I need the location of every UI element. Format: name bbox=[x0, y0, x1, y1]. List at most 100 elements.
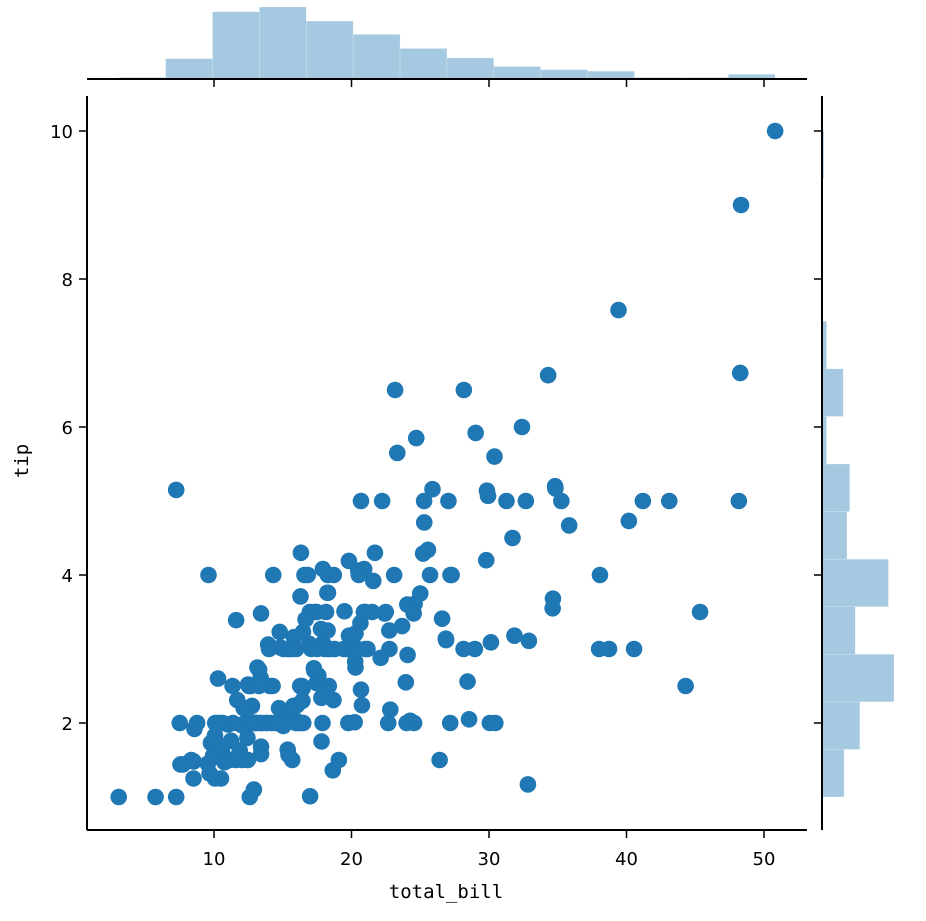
data-point bbox=[388, 444, 406, 462]
x-tick-label: 30 bbox=[478, 849, 501, 870]
data-point bbox=[305, 659, 323, 677]
scatter-points bbox=[110, 122, 784, 806]
data-point bbox=[209, 670, 227, 687]
data-point bbox=[504, 529, 521, 547]
data-point bbox=[206, 770, 224, 787]
data-point bbox=[691, 603, 709, 621]
data-point bbox=[386, 381, 404, 399]
data-point bbox=[324, 762, 342, 779]
histogram-bar bbox=[446, 57, 495, 80]
data-point bbox=[376, 605, 394, 622]
data-point bbox=[319, 584, 336, 602]
data-point bbox=[206, 714, 224, 732]
data-point bbox=[352, 492, 370, 510]
data-point bbox=[519, 776, 537, 793]
data-point bbox=[250, 661, 268, 679]
data-point bbox=[421, 566, 439, 584]
x-tick-label: 10 bbox=[203, 849, 226, 870]
data-point bbox=[610, 301, 627, 319]
data-point bbox=[317, 603, 335, 621]
data-point bbox=[397, 674, 415, 691]
data-point bbox=[766, 122, 784, 140]
data-point bbox=[252, 605, 270, 622]
marginal-y-histogram bbox=[814, 96, 895, 830]
histogram-bar bbox=[821, 368, 844, 417]
data-point bbox=[381, 701, 399, 718]
histogram-bar bbox=[821, 654, 895, 703]
data-point bbox=[349, 640, 366, 658]
axes: 10 20 30 40 50 2 4 6 8 10 bbox=[50, 96, 807, 870]
marginal-x-histogram bbox=[87, 6, 807, 87]
data-point bbox=[677, 677, 694, 695]
data-point bbox=[325, 566, 343, 584]
data-point bbox=[385, 566, 403, 584]
data-point bbox=[486, 448, 503, 465]
data-point bbox=[539, 366, 557, 384]
y-tick-label: 8 bbox=[62, 270, 73, 291]
data-point bbox=[399, 646, 416, 664]
data-point bbox=[660, 492, 678, 510]
data-point bbox=[264, 566, 282, 584]
y-tick-label: 2 bbox=[62, 714, 73, 735]
data-point bbox=[513, 418, 531, 436]
histogram-bar bbox=[493, 66, 541, 80]
data-point bbox=[283, 751, 301, 769]
data-point bbox=[224, 677, 241, 695]
data-point bbox=[366, 544, 384, 562]
x-tick-label: 50 bbox=[753, 849, 776, 870]
data-point bbox=[260, 640, 278, 658]
data-point bbox=[292, 544, 310, 562]
histogram-bar bbox=[399, 48, 448, 80]
histogram-bar bbox=[212, 11, 260, 80]
x-tick-label: 40 bbox=[615, 849, 638, 870]
data-point bbox=[732, 196, 750, 214]
data-point bbox=[414, 545, 432, 562]
data-point bbox=[291, 677, 309, 695]
data-point bbox=[600, 640, 618, 658]
data-point bbox=[405, 605, 422, 622]
histogram-bar bbox=[821, 511, 848, 560]
data-point bbox=[313, 733, 330, 750]
data-point bbox=[424, 480, 441, 498]
data-point bbox=[167, 481, 185, 499]
data-point bbox=[325, 691, 342, 709]
data-point bbox=[553, 492, 570, 510]
x-tick-label: 20 bbox=[340, 849, 363, 870]
x-axis-label: total_bill bbox=[389, 881, 503, 903]
data-point bbox=[314, 714, 331, 732]
data-point bbox=[186, 720, 203, 738]
data-point bbox=[340, 714, 357, 732]
data-point bbox=[411, 585, 429, 602]
data-point bbox=[271, 623, 289, 641]
data-point bbox=[730, 492, 748, 510]
data-point bbox=[241, 788, 259, 806]
histogram-bar bbox=[821, 606, 856, 655]
data-point bbox=[227, 611, 245, 629]
data-point bbox=[319, 622, 336, 639]
data-point bbox=[560, 517, 578, 534]
histogram-bar bbox=[540, 69, 588, 80]
data-point bbox=[174, 756, 192, 773]
data-point bbox=[353, 696, 371, 714]
data-point bbox=[372, 649, 389, 667]
data-point bbox=[433, 610, 451, 627]
data-point bbox=[547, 480, 564, 497]
data-point bbox=[355, 603, 373, 621]
data-point bbox=[467, 424, 484, 442]
data-point bbox=[431, 751, 448, 769]
data-point bbox=[281, 713, 298, 730]
data-point bbox=[478, 482, 496, 499]
data-point bbox=[381, 622, 398, 639]
data-point bbox=[481, 714, 499, 732]
data-point bbox=[200, 566, 217, 584]
data-point bbox=[364, 572, 382, 590]
data-point bbox=[216, 753, 233, 771]
data-point bbox=[110, 788, 128, 806]
data-point bbox=[620, 512, 638, 530]
data-point bbox=[477, 551, 495, 569]
y-axis-label: tip bbox=[11, 444, 33, 478]
data-point bbox=[443, 566, 460, 584]
data-point bbox=[308, 640, 326, 658]
data-point bbox=[267, 714, 284, 732]
